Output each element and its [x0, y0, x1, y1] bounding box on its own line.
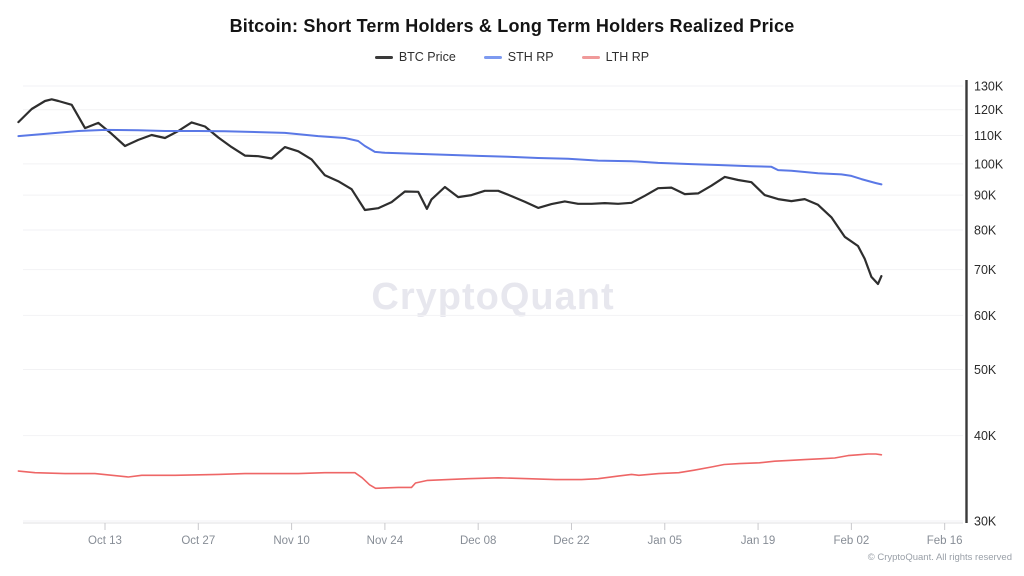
x-axis-label: Feb 02: [833, 535, 869, 547]
x-axis-label: Dec 22: [553, 535, 589, 547]
legend-item-btc[interactable]: BTC Price: [374, 50, 456, 64]
sth-rp-line[interactable]: [17, 128, 883, 186]
chart-title: Bitcoin: Short Term Holders & Long Term …: [229, 16, 795, 36]
legend-item-sth[interactable]: STH RP: [483, 50, 554, 64]
legend-label-lth: LTH RP: [605, 50, 650, 64]
legend-item-lth[interactable]: LTH RP: [581, 50, 650, 64]
y-axis-label: 30K: [974, 515, 997, 529]
y-axis-label: 40K: [974, 429, 997, 443]
legend-label-sth: STH RP: [507, 50, 554, 64]
chart-legend: BTC Price STH RP LTH RP: [0, 50, 1024, 64]
x-axis-label: Feb 16: [927, 535, 963, 547]
legend-label-btc: BTC Price: [398, 50, 456, 64]
x-axis-label: Oct 13: [88, 535, 122, 547]
y-axis-label: 50K: [974, 363, 997, 377]
x-axis-label: Oct 27: [181, 535, 215, 547]
copyright-notice: © CryptoQuant. All rights reserved: [867, 552, 1012, 563]
y-axis-label: 90K: [974, 189, 997, 203]
btc-price-line[interactable]: [17, 98, 883, 286]
lth-rp-line[interactable]: [17, 453, 883, 490]
y-axis-label: 130K: [974, 80, 1004, 94]
legend-swatch-btc: [374, 55, 393, 59]
x-axis-label: Nov 10: [273, 535, 309, 547]
x-axis-label: Jan 19: [741, 535, 776, 547]
y-axis-label: 70K: [974, 263, 997, 277]
y-axis-label: 60K: [974, 309, 997, 323]
y-axis-label: 120K: [974, 103, 1004, 117]
legend-swatch-lth: [581, 55, 600, 59]
y-axis-label: 80K: [974, 224, 997, 238]
x-axis-label: Jan 05: [648, 535, 683, 547]
y-axis-label: 100K: [974, 157, 1004, 171]
x-axis-label: Dec 08: [460, 535, 496, 547]
x-axis-label: Nov 24: [367, 535, 404, 547]
y-axis-label: 110K: [974, 129, 1003, 143]
legend-swatch-sth: [483, 55, 502, 59]
